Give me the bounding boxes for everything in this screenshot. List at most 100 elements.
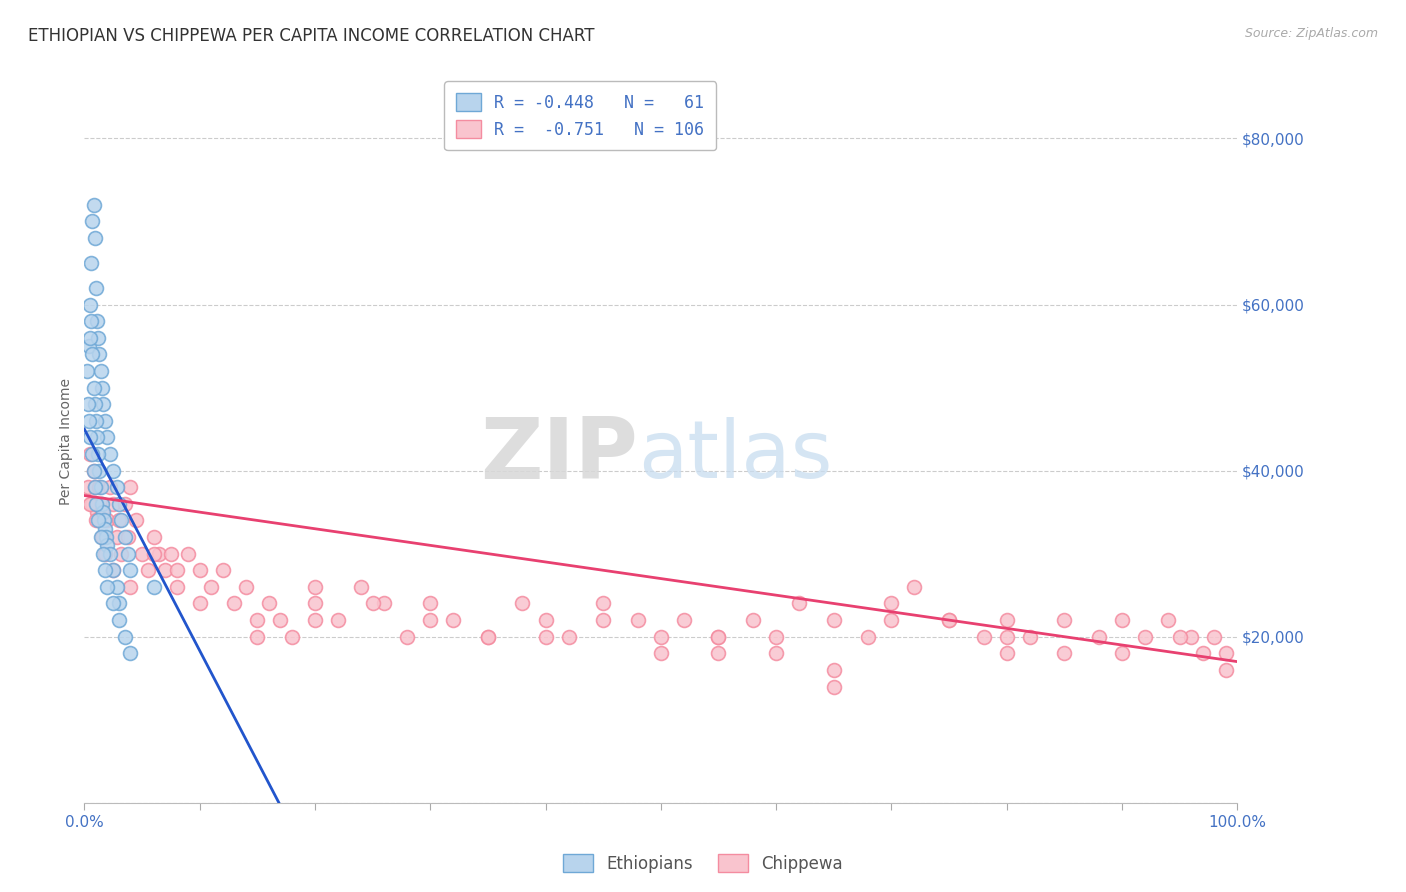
Point [823,680,845,694]
Point [224,597,246,611]
Point [592,597,614,611]
Point [84,513,107,527]
Point [1168,630,1191,644]
Point [105,530,128,544]
Point [477,630,499,644]
Point [534,613,557,627]
Point [94,547,117,561]
Point [142,547,165,561]
Point [82,447,104,461]
Point [79,447,101,461]
Point [166,563,188,577]
Point [96,580,118,594]
Point [105,580,128,594]
Point [117,547,139,561]
Point [108,497,131,511]
Point [77,414,100,428]
Point [973,630,995,644]
Point [160,547,183,561]
Point [1088,630,1111,644]
Point [1053,613,1076,627]
Point [91,547,114,561]
Point [1204,630,1226,644]
Point [246,630,269,644]
Point [650,630,672,644]
Point [419,597,441,611]
Point [87,513,110,527]
Point [83,380,105,394]
Point [512,597,534,611]
Point [80,314,103,328]
Point [96,538,118,552]
Point [108,513,131,527]
Point [86,430,108,444]
Point [82,497,104,511]
Point [1180,630,1202,644]
Point [80,256,103,270]
Point [76,480,98,494]
Point [166,580,188,594]
Point [1215,646,1237,660]
Point [557,630,579,644]
Point [76,364,98,378]
Point [96,513,118,527]
Point [1018,630,1040,644]
Point [396,630,419,644]
Point [94,414,117,428]
Point [87,447,110,461]
Point [211,563,233,577]
Point [125,513,148,527]
Point [672,613,695,627]
Point [120,563,142,577]
Point [880,597,903,611]
Point [89,480,111,494]
Point [89,347,111,361]
Point [114,497,136,511]
Point [326,613,349,627]
Point [89,497,111,511]
Point [142,580,165,594]
Point [269,613,291,627]
Point [742,613,765,627]
Point [79,331,101,345]
Point [1111,613,1133,627]
Point [110,547,132,561]
Point [76,397,98,411]
Point [361,597,384,611]
Point [787,597,810,611]
Point [235,580,257,594]
Point [84,497,107,511]
Point [90,497,112,511]
Point [419,613,441,627]
Point [131,547,153,561]
Point [880,613,903,627]
Point [257,597,280,611]
Point [79,497,101,511]
Legend: R = -0.448   N =   61, R =  -0.751   N = 106: R = -0.448 N = 61, R = -0.751 N = 106 [444,81,716,151]
Point [200,580,222,594]
Point [120,646,142,660]
Point [304,613,326,627]
Text: ETHIOPIAN VS CHIPPEWA PER CAPITA INCOME CORRELATION CHART: ETHIOPIAN VS CHIPPEWA PER CAPITA INCOME … [28,27,595,45]
Point [995,613,1018,627]
Point [90,530,112,544]
Point [79,430,101,444]
Point [86,314,108,328]
Point [1157,613,1180,627]
Point [1215,663,1237,677]
Text: Source: ZipAtlas.com: Source: ZipAtlas.com [1244,27,1378,40]
Point [707,630,730,644]
Point [103,563,124,577]
Point [89,480,111,494]
Point [84,414,107,428]
Point [98,547,121,561]
Point [765,646,787,660]
Point [91,530,114,544]
Point [938,613,960,627]
Point [110,513,132,527]
Point [84,497,107,511]
Point [304,580,326,594]
Point [114,630,136,644]
Point [103,597,124,611]
Point [83,480,105,494]
